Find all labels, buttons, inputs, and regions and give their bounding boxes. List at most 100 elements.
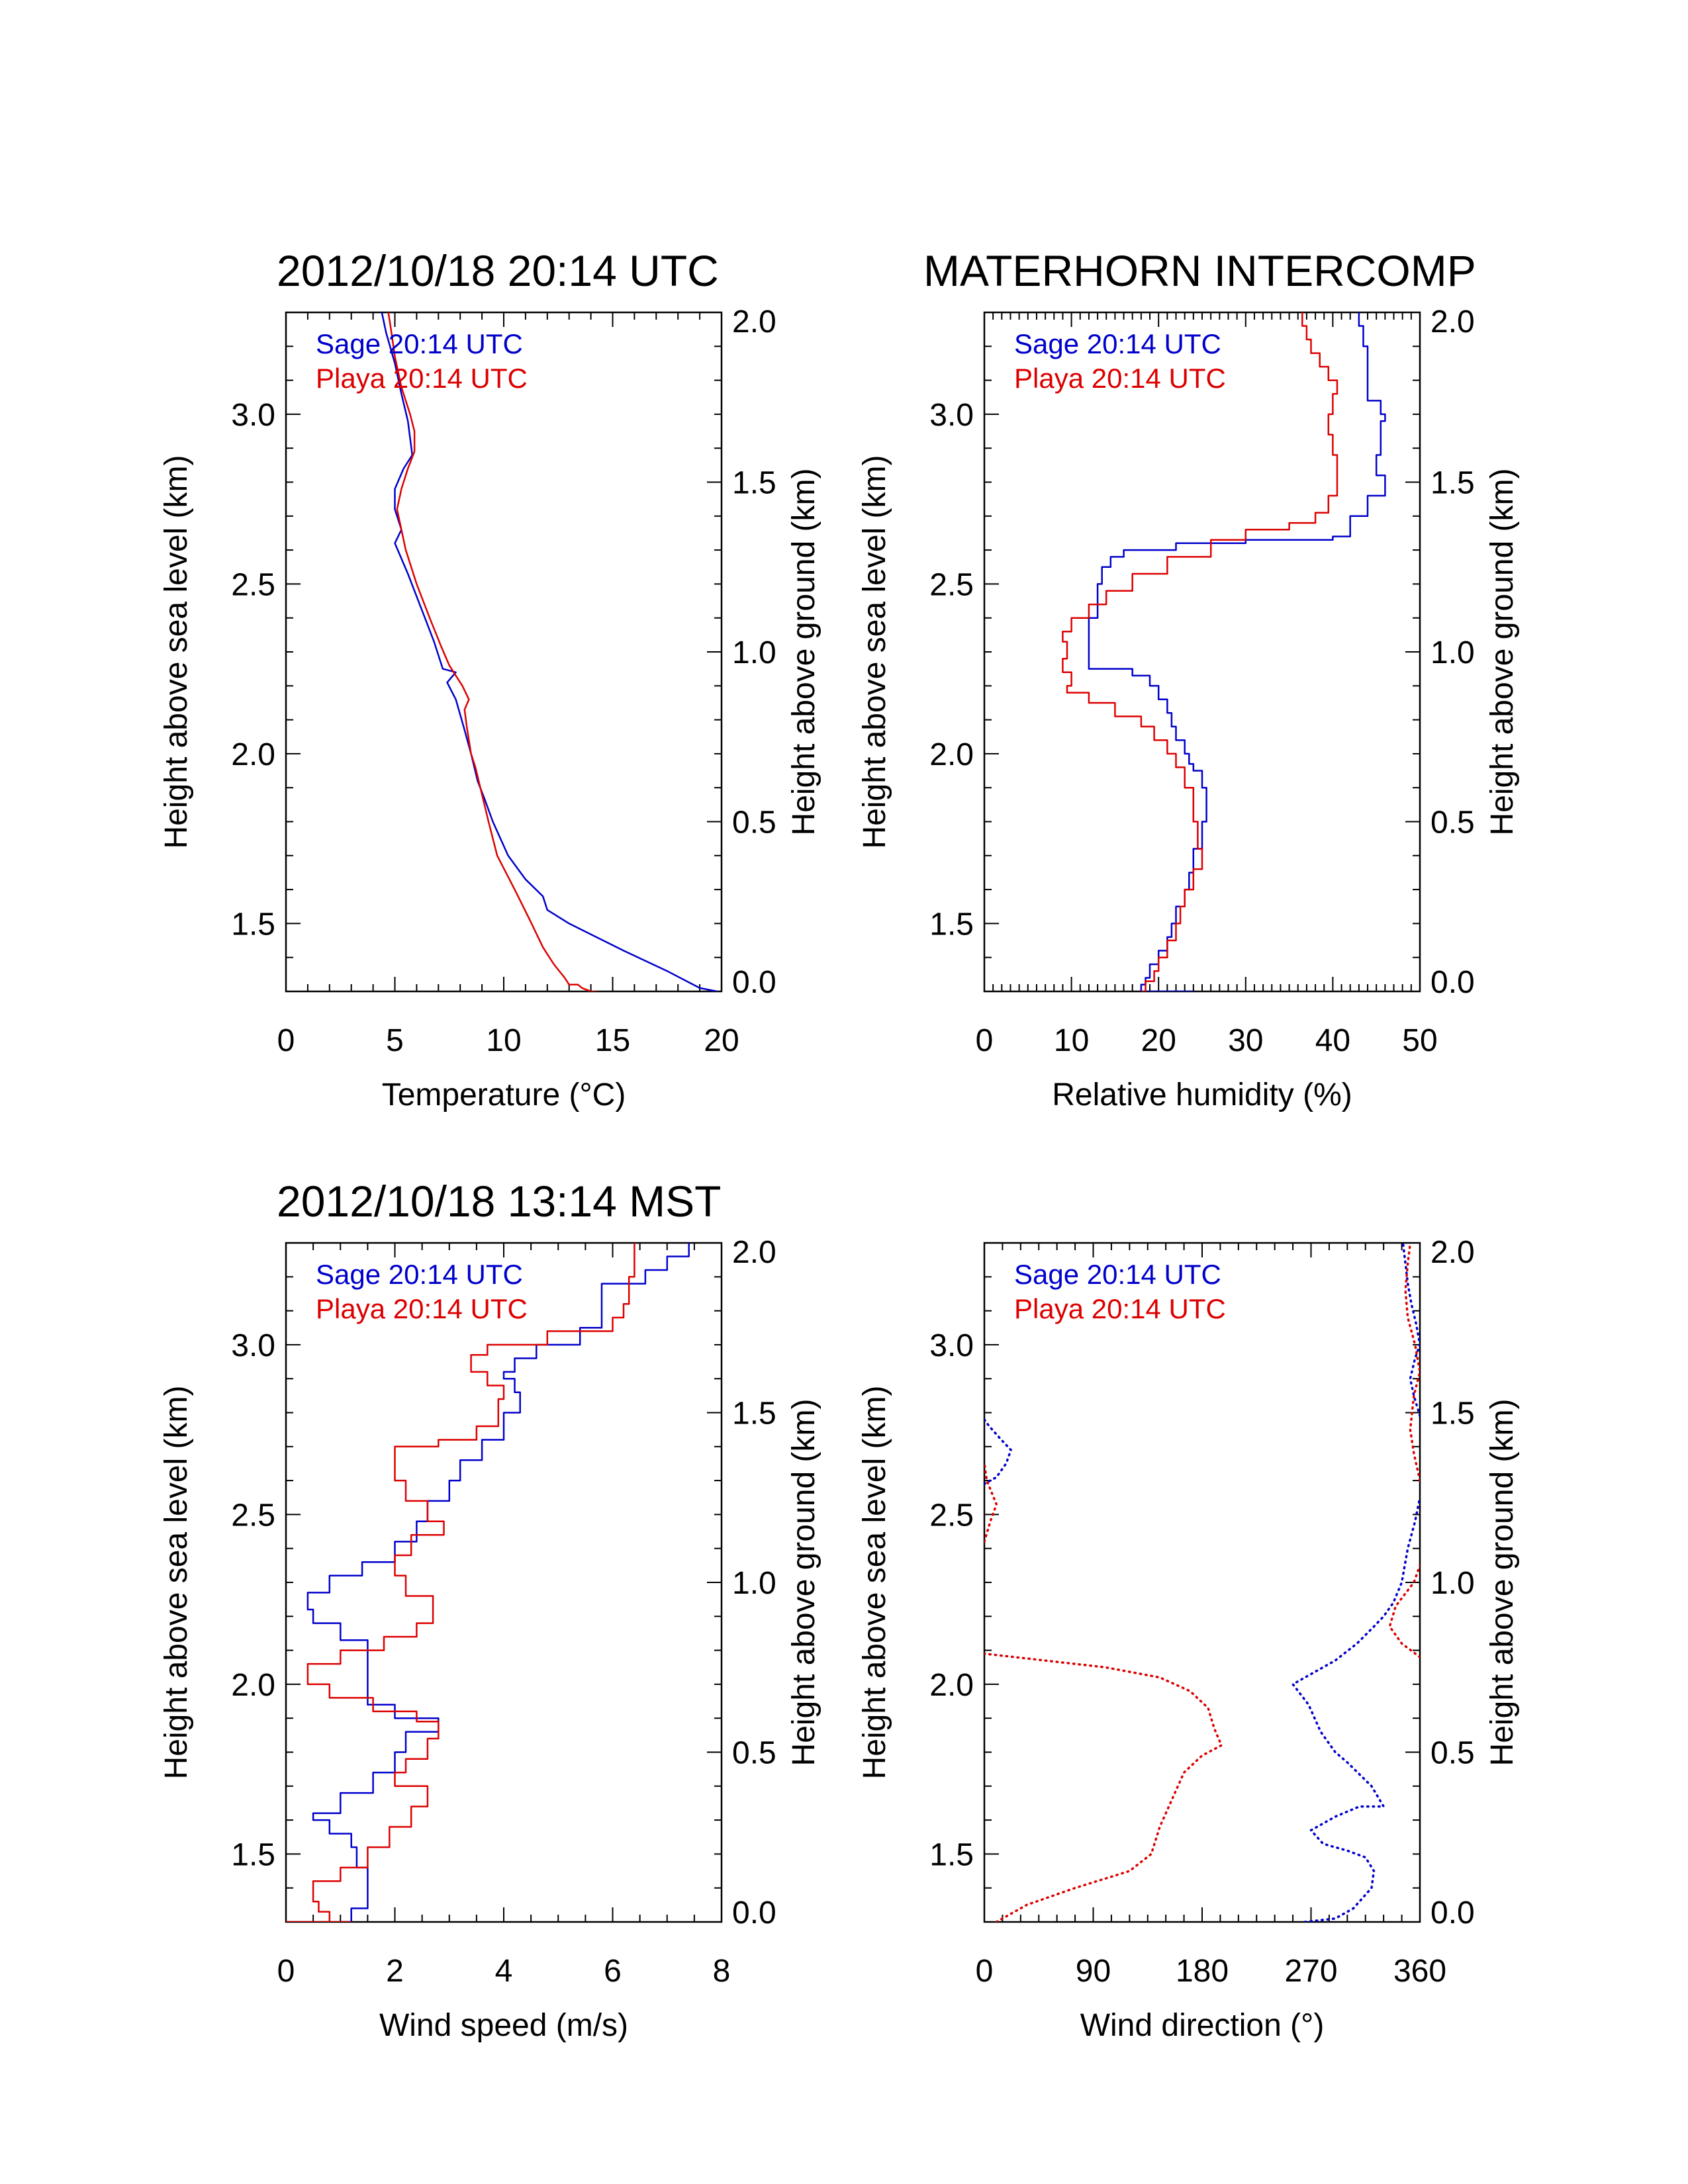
x-tick-label: 20 <box>704 1023 739 1058</box>
series-line-playa <box>1388 1564 1420 1659</box>
y-tick-label: 2.0 <box>231 737 275 772</box>
series-line-sage <box>306 1243 690 1922</box>
y2-tick-label: 1.0 <box>1430 1566 1475 1601</box>
x-tick-label: 40 <box>1315 1023 1350 1058</box>
chart-wind_speed: 0 2 4 6 8 1.5 2.0 2.5 3.0 0.0 0.5 1.0 1.5 2.0 Wind spe… <box>159 1235 821 2043</box>
series-line-sage <box>1291 1496 1420 1922</box>
y2-tick-label: 2.0 <box>732 304 776 340</box>
x-tick-label: 8 <box>713 1954 731 1989</box>
y2-tick-label: 0.0 <box>732 965 776 1000</box>
y-axis-label: Height above sea level (km) <box>857 1386 892 1780</box>
x-tick-label: 0 <box>277 1023 295 1058</box>
x-axis-label: Wind speed (m/s) <box>379 2008 628 2043</box>
x-axis-label: Relative humidity (%) <box>1052 1077 1352 1113</box>
y2-tick-label: 1.5 <box>1430 466 1475 501</box>
y2-tick-label: 0.0 <box>732 1895 776 1931</box>
y-tick-label: 3.0 <box>231 1328 275 1363</box>
x-tick-label: 0 <box>277 1954 295 1989</box>
y2-tick-label: 0.5 <box>1430 805 1475 841</box>
series-line-sage <box>984 1418 1012 1485</box>
x-tick-label: 4 <box>495 1954 513 1989</box>
legend-label-playa: Playa 20:14 UTC <box>316 363 528 394</box>
y-tick-label: 1.5 <box>231 907 275 942</box>
x-tick-label: 180 <box>1176 1954 1229 1989</box>
chart-wind_direction: 0 90 180 270 360 1.5 2.0 2.5 3.0 0.0 0.5 1.0 1.5 2.0 W… <box>857 1235 1520 2043</box>
chart-humidity: 0 10 20 30 40 50 1.5 2.0 2.5 3.0 0.0 0.5 1.0 1.5 2.0 Re… <box>857 304 1520 1113</box>
y2-tick-label: 2.0 <box>732 1235 776 1270</box>
x-tick-label: 15 <box>595 1023 630 1058</box>
y2-tick-label: 1.0 <box>732 635 776 670</box>
y2-tick-label: 1.0 <box>1430 635 1475 670</box>
series-line-playa <box>984 1462 998 1543</box>
y2-tick-label: 0.5 <box>732 805 776 841</box>
y-tick-label: 1.5 <box>929 1837 974 1872</box>
y2-tick-label: 2.0 <box>1430 1235 1475 1270</box>
y-tick-label: 2.0 <box>231 1668 275 1703</box>
y-tick-label: 2.5 <box>231 567 275 602</box>
title-top-left: 2012/10/18 20:14 UTC <box>277 246 719 295</box>
x-tick-label: 30 <box>1228 1023 1263 1058</box>
y-tick-label: 3.0 <box>929 398 974 433</box>
series-group <box>381 312 718 991</box>
series-line-playa <box>1062 312 1338 991</box>
y2-tick-label: 0.5 <box>732 1736 776 1771</box>
legend-label-sage: Sage 20:14 UTC <box>1014 328 1221 359</box>
title-top-right: MATERHORN INTERCOMP <box>923 246 1476 295</box>
series-group <box>1062 312 1386 991</box>
y-tick-label: 1.5 <box>231 1837 275 1872</box>
x-tick-label: 360 <box>1393 1954 1446 1989</box>
series-line-sage <box>1088 312 1386 991</box>
y-axis-label: Height above sea level (km) <box>857 455 892 849</box>
y-tick-label: 3.0 <box>929 1328 974 1363</box>
series-group <box>286 1243 690 1922</box>
y-tick-label: 2.0 <box>929 1668 974 1703</box>
x-tick-label: 0 <box>976 1023 994 1058</box>
x-axis-label: Temperature (°C) <box>382 1077 626 1113</box>
y-axis-label: Height above sea level (km) <box>159 1386 194 1780</box>
y-tick-label: 2.5 <box>929 567 974 602</box>
x-axis-label: Wind direction (°) <box>1080 2008 1325 2043</box>
y-tick-label: 3.0 <box>231 398 275 433</box>
series-group <box>984 1243 1420 1922</box>
y-axis-label: Height above sea level (km) <box>159 455 194 849</box>
x-tick-label: 5 <box>386 1023 404 1058</box>
y2-axis-label: Height above ground (km) <box>1485 469 1520 836</box>
y2-axis-label: Height above ground (km) <box>1485 1399 1520 1766</box>
y2-tick-label: 0.0 <box>1430 1895 1475 1931</box>
y2-tick-label: 0.0 <box>1430 965 1475 1000</box>
chart-panels: 0 5 10 15 201.52.02.53.00.00.51.01.52.0Tempe… <box>159 304 1520 2043</box>
title-bottom-left: 2012/10/18 13:14 MST <box>277 1177 721 1226</box>
y-tick-label: 1.5 <box>929 907 974 942</box>
y2-tick-label: 1.5 <box>732 466 776 501</box>
y2-tick-label: 2.0 <box>1430 304 1475 340</box>
legend-label-sage: Sage 20:14 UTC <box>316 1259 523 1290</box>
legend-label-playa: Playa 20:14 UTC <box>316 1293 528 1324</box>
x-tick-label: 6 <box>604 1954 622 1989</box>
x-tick-label: 2 <box>386 1954 404 1989</box>
legend-label-playa: Playa 20:14 UTC <box>1014 1293 1226 1324</box>
x-tick-label: 10 <box>1054 1023 1089 1058</box>
y2-tick-label: 1.5 <box>732 1396 776 1432</box>
y2-tick-label: 0.5 <box>1430 1736 1475 1771</box>
x-tick-label: 20 <box>1141 1023 1176 1058</box>
series-line-sage <box>381 312 718 991</box>
y-tick-label: 2.5 <box>231 1498 275 1533</box>
y-tick-label: 2.5 <box>929 1498 974 1533</box>
y2-tick-label: 1.5 <box>1430 1396 1475 1432</box>
legend-label-sage: Sage 20:14 UTC <box>316 328 523 359</box>
x-tick-label: 50 <box>1402 1023 1437 1058</box>
y-tick-label: 2.0 <box>929 737 974 772</box>
y2-axis-label: Height above ground (km) <box>786 469 821 836</box>
y2-axis-label: Height above ground (km) <box>786 1399 821 1766</box>
y2-tick-label: 1.0 <box>732 1566 776 1601</box>
series-line-playa <box>1404 1243 1420 1482</box>
series-line-playa <box>984 1652 1223 1922</box>
legend-label-playa: Playa 20:14 UTC <box>1014 363 1226 394</box>
chart-temperature: 0 5 10 15 20 1.5 2.0 2.5 3.0 0.0 0.5 1.0 1.5 2.0 Tempe… <box>159 304 821 1113</box>
x-tick-label: 10 <box>486 1023 521 1058</box>
x-tick-label: 0 <box>976 1954 994 1989</box>
x-tick-label: 90 <box>1076 1954 1111 1989</box>
x-tick-label: 270 <box>1284 1954 1337 1989</box>
